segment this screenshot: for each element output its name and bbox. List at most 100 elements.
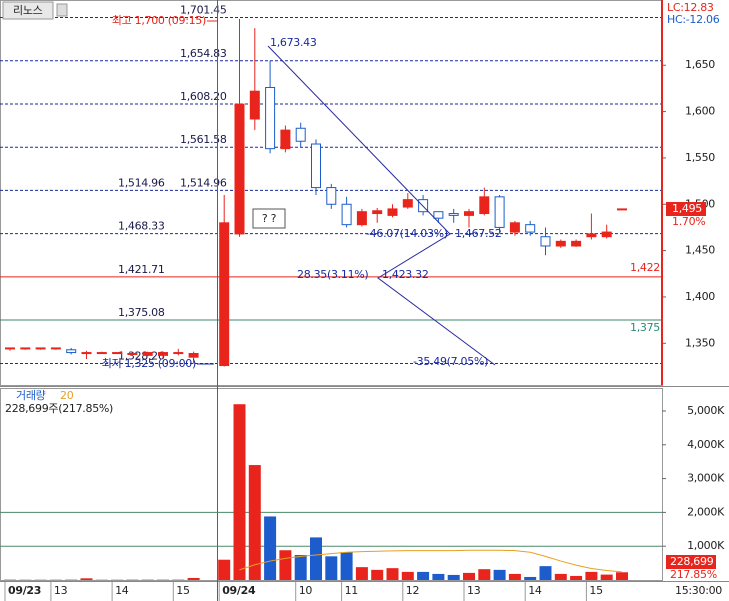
time-end: 15:30:00 bbox=[675, 584, 722, 597]
volume-bar bbox=[508, 573, 521, 580]
tab-label[interactable]: 리노스 bbox=[13, 4, 43, 17]
candle-body bbox=[280, 129, 291, 150]
candle-body bbox=[66, 349, 77, 354]
annotation: 28.35(3.11%) bbox=[297, 268, 368, 281]
candle-body bbox=[20, 347, 31, 350]
x-tick-label: 15 bbox=[589, 584, 603, 597]
x-tick-label: 09/24 bbox=[222, 584, 256, 597]
candle-body bbox=[158, 352, 168, 356]
last-price-box bbox=[666, 202, 706, 216]
volume-bar bbox=[570, 575, 583, 580]
candle-body bbox=[142, 352, 153, 356]
level-label: 1,608.20 bbox=[180, 90, 227, 103]
y-tick-label: 1,350 bbox=[685, 336, 715, 349]
level-label: 1,328.26 bbox=[118, 349, 165, 362]
x-tick-label: 14 bbox=[528, 584, 542, 597]
level-label: 1,375.08 bbox=[118, 306, 165, 319]
volume-bar bbox=[187, 577, 200, 580]
annotation: 1,423.32 bbox=[382, 268, 429, 281]
ma-label: 20 bbox=[60, 389, 74, 402]
candle-body bbox=[234, 103, 245, 235]
x-tick-label: 09/23 bbox=[8, 584, 41, 597]
ma-line bbox=[239, 549, 623, 573]
volume-bar bbox=[371, 569, 384, 580]
candle-body bbox=[326, 187, 337, 205]
volume-bar bbox=[616, 572, 628, 580]
level-label: 1,701.45 bbox=[180, 4, 227, 17]
candle-body bbox=[540, 236, 551, 247]
level-label: 1,514.96 bbox=[180, 176, 227, 189]
volume-bar bbox=[401, 571, 414, 580]
candle-body bbox=[433, 211, 444, 219]
candle-body bbox=[372, 210, 383, 215]
annotation: ? ? bbox=[262, 212, 277, 225]
low-label: 최저 1,325 (09:00) bbox=[102, 357, 196, 370]
level-label: 1,561.58 bbox=[180, 133, 227, 146]
annotation: 1,673.43 bbox=[270, 36, 317, 49]
candle-body bbox=[479, 196, 490, 215]
candle-body bbox=[295, 127, 306, 142]
last-change: 1.70% bbox=[672, 215, 705, 228]
volume-bar bbox=[386, 568, 399, 580]
candle-body bbox=[35, 347, 46, 350]
x-tick-label: 11 bbox=[345, 584, 358, 597]
volume-bar bbox=[463, 572, 475, 580]
volume-bar bbox=[600, 574, 613, 580]
candle-body bbox=[617, 208, 627, 211]
y-tick-label: 1,650 bbox=[685, 58, 715, 71]
y-tick-label: 1,550 bbox=[685, 151, 715, 164]
level-label: 1,421.71 bbox=[118, 263, 165, 276]
candle-body bbox=[173, 352, 184, 355]
annotation-box bbox=[252, 208, 286, 229]
volume-title: 거래량 bbox=[16, 389, 46, 402]
volume-bar bbox=[233, 404, 246, 580]
trend-lines bbox=[267, 45, 496, 366]
y-tick-label: 1,000K bbox=[687, 539, 725, 552]
level-label: 1,468.33 bbox=[118, 220, 165, 233]
candle-body bbox=[219, 222, 230, 367]
y-tick-label: 5,000K bbox=[687, 404, 725, 417]
volume-bar bbox=[524, 576, 537, 580]
hc-label: HC:-12.06 bbox=[667, 13, 720, 26]
volume-bar bbox=[478, 569, 491, 580]
volume-bar bbox=[294, 554, 307, 580]
volume-panel bbox=[0, 388, 663, 581]
level-label: 1,514.96 bbox=[118, 176, 165, 189]
y-tick-label: 4,000K bbox=[687, 438, 725, 451]
x-tick-label: 15 bbox=[176, 584, 190, 597]
tab-button[interactable] bbox=[56, 3, 68, 17]
volume-bar bbox=[417, 571, 430, 580]
tab[interactable] bbox=[2, 1, 54, 20]
candle-body bbox=[311, 143, 321, 189]
level-label: 1,654.83 bbox=[180, 47, 227, 60]
price-mark: 1,422 bbox=[630, 261, 660, 274]
y-tick-label: 1,450 bbox=[685, 244, 715, 257]
candle-body bbox=[601, 231, 612, 238]
candle-body bbox=[341, 203, 352, 226]
volume-bar bbox=[355, 567, 368, 580]
high-label: 최고 1,700 (09:15) bbox=[112, 14, 206, 27]
candle-body bbox=[50, 347, 61, 350]
candle-body bbox=[402, 199, 413, 208]
candle-body bbox=[448, 213, 459, 216]
candle-body bbox=[249, 90, 260, 120]
volume-bar bbox=[554, 573, 567, 580]
volume-bar bbox=[447, 574, 460, 580]
volume-bar bbox=[432, 573, 445, 580]
price-mark: 1,375 bbox=[630, 321, 660, 334]
candle-body bbox=[356, 211, 367, 226]
candle-body bbox=[494, 196, 505, 228]
volume-bar bbox=[248, 465, 261, 580]
volume-summary: 228,699주(217.85%) bbox=[5, 402, 113, 415]
y-tick-label: 1,400 bbox=[685, 290, 715, 303]
last-price: 1,495 bbox=[672, 202, 702, 215]
candle-body bbox=[81, 352, 92, 355]
candle-body bbox=[5, 347, 15, 350]
volume-bar bbox=[539, 566, 552, 580]
candle-body bbox=[112, 352, 123, 355]
y-tick-label: 1,600 bbox=[685, 105, 715, 118]
candle-body bbox=[509, 222, 520, 233]
